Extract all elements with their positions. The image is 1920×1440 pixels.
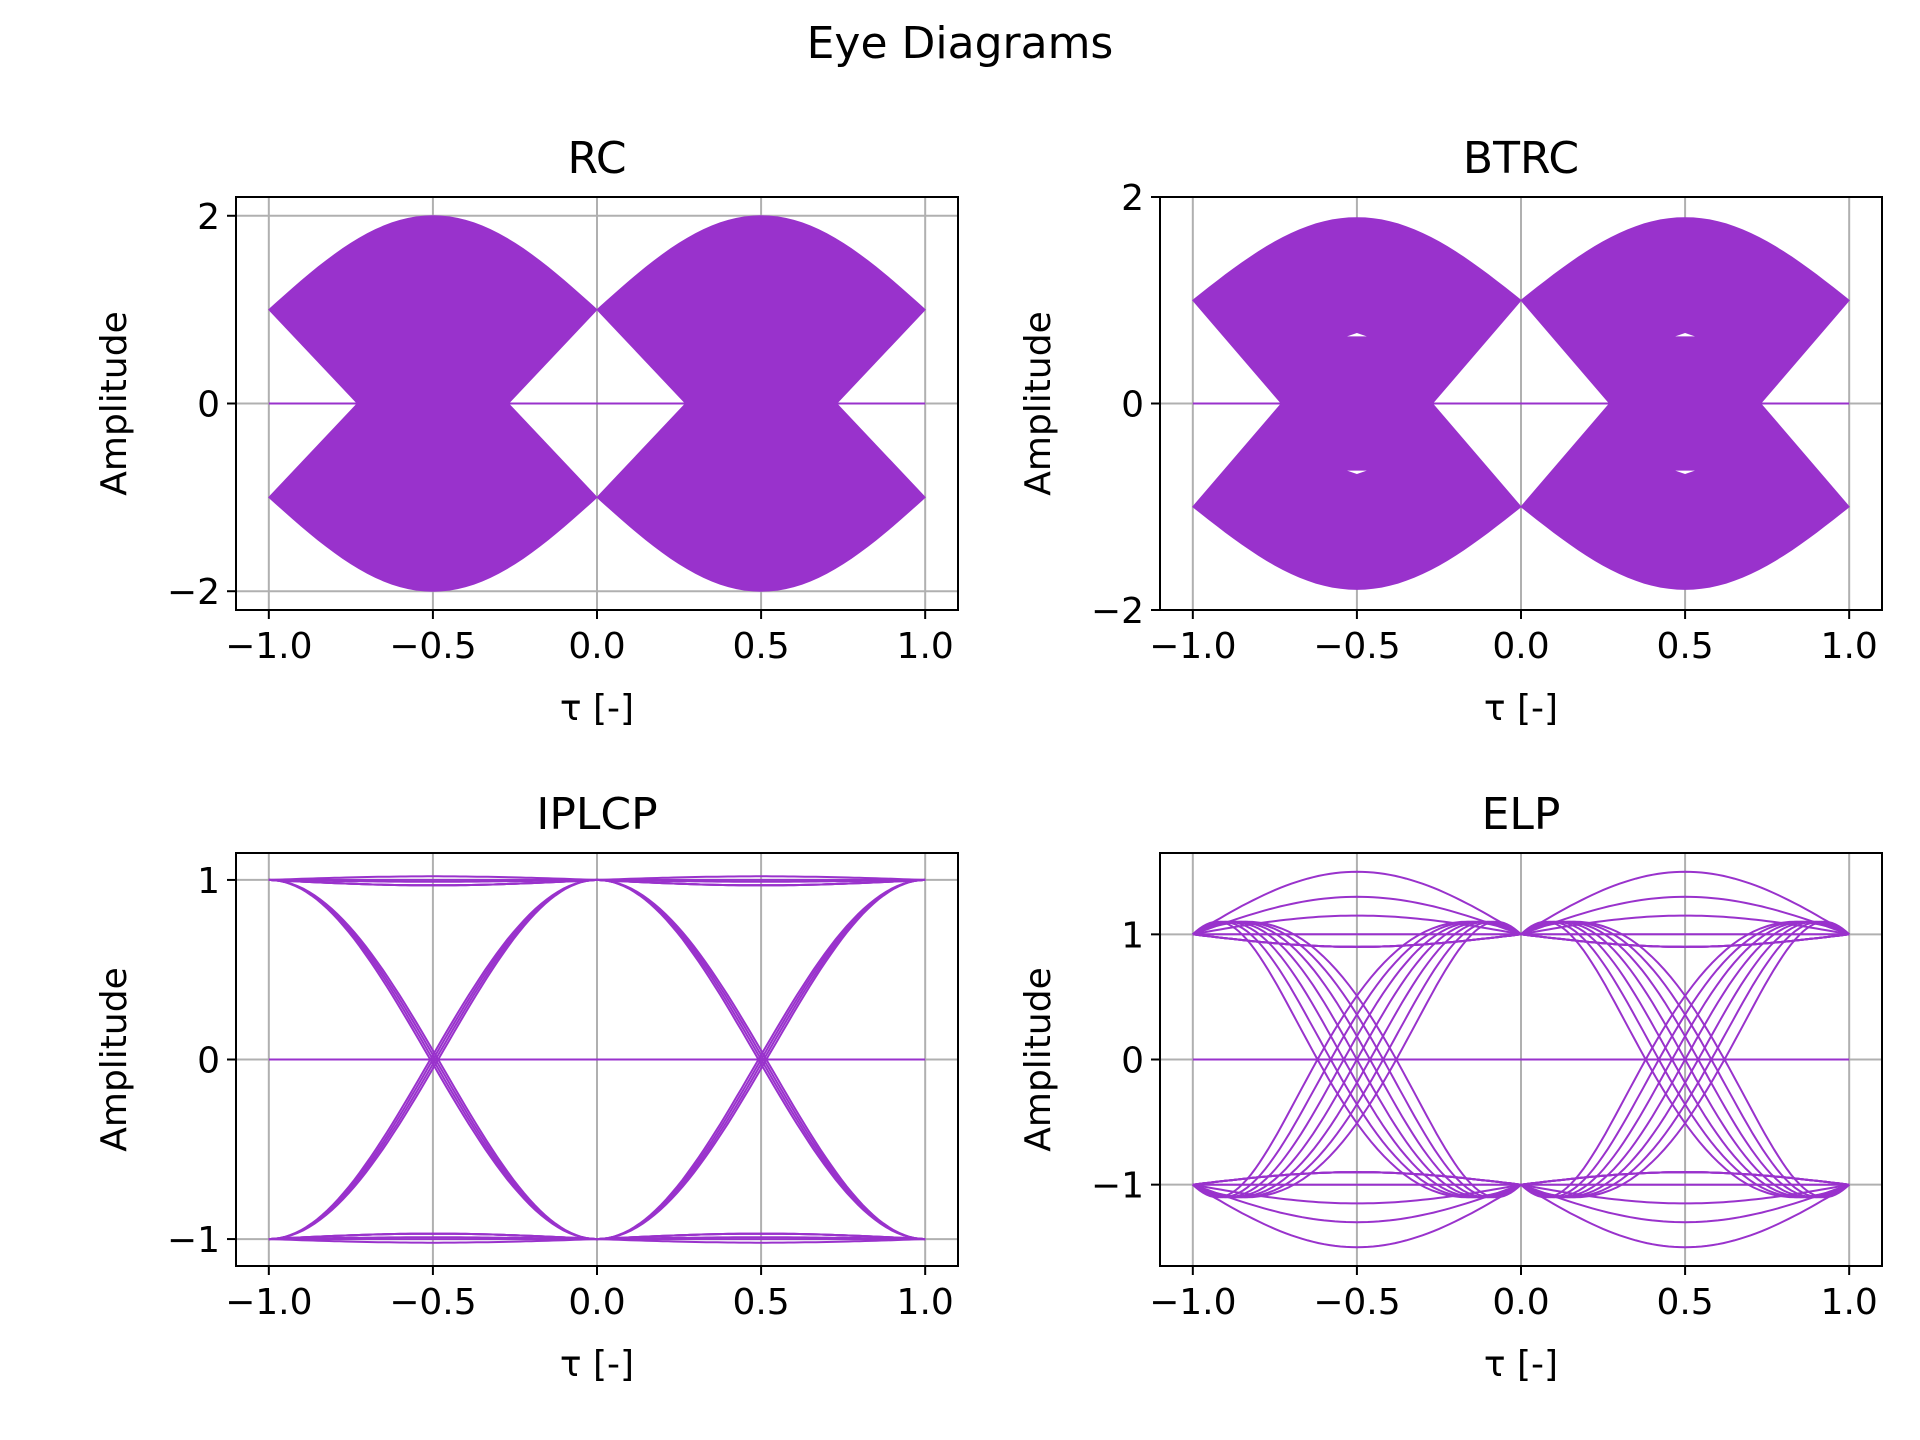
x-tick-label: 1.0	[1821, 1282, 1878, 1323]
y-tick-label: −2	[1091, 591, 1144, 632]
eye-traces	[1192, 217, 1850, 590]
eye-lobe	[268, 403, 598, 592]
x-tick-label: 1.0	[897, 1282, 954, 1323]
eye-gap	[1347, 470, 1367, 474]
y-tick-label: −1	[167, 1220, 220, 1261]
level-trace	[268, 875, 598, 881]
y-tick-label: 0	[1121, 385, 1144, 426]
level-trace	[1520, 1171, 1850, 1186]
figure-title: Eye Diagrams	[806, 18, 1114, 69]
eye-traces	[268, 875, 926, 1244]
subplot-title: ELP	[1482, 789, 1561, 840]
x-tick-label: 1.0	[1821, 626, 1878, 667]
y-tick-label: 1	[1121, 915, 1144, 956]
level-trace	[1520, 895, 1850, 936]
level-trace	[596, 1236, 926, 1241]
level-trace	[1520, 933, 1850, 948]
level-trace	[268, 878, 598, 887]
level-trace	[1192, 870, 1522, 936]
x-tick-label: −0.5	[1313, 1282, 1400, 1323]
subplot-elp: −1.0 −0.5 0.0 0.5 1.0 −1 0 1 ELP τ [-] Amplitude	[1018, 789, 1883, 1385]
y-axis-label: Amplitude	[94, 311, 135, 495]
x-tick-label: −1.0	[225, 1282, 312, 1323]
x-axis-label: τ [-]	[560, 1344, 634, 1385]
level-trace	[1192, 895, 1522, 936]
y-tick-label: 0	[197, 385, 220, 426]
level-trace	[596, 875, 926, 881]
x-axis-label: τ [-]	[1484, 1344, 1558, 1385]
level-trace	[596, 1232, 926, 1241]
y-tick-label: 0	[1121, 1041, 1144, 1082]
level-trace	[1192, 1183, 1522, 1224]
x-tick-label: 0.0	[1492, 626, 1549, 667]
x-tick-label: 0.0	[1492, 1282, 1549, 1323]
level-trace	[1520, 870, 1850, 936]
y-tick-label: 0	[197, 1041, 220, 1082]
level-trace	[268, 1236, 598, 1241]
x-axis-label: τ [-]	[560, 688, 634, 729]
eye-gap	[1675, 470, 1695, 474]
subplot-rc: −1.0 −0.5 0.0 0.5 1.0 −2 0 2 RC τ [-] Amplitude	[94, 133, 959, 729]
level-trace	[268, 1232, 598, 1241]
x-tick-label: 0.5	[1656, 626, 1713, 667]
subplot-btrc: −1.0 −0.5 0.0 0.5 1.0 −2 0 2 BTRC τ [-] Amplitude	[1018, 133, 1883, 729]
level-trace	[1192, 1183, 1522, 1249]
y-tick-label: −2	[167, 572, 220, 613]
eye-traces	[1192, 870, 1850, 1249]
x-tick-label: −1.0	[1149, 1282, 1236, 1323]
level-trace	[596, 878, 926, 887]
level-trace	[268, 878, 598, 883]
x-tick-label: −0.5	[1313, 626, 1400, 667]
y-axis-label: Amplitude	[1018, 967, 1059, 1151]
eye-lobe	[1192, 217, 1522, 404]
x-axis-label: τ [-]	[1484, 688, 1558, 729]
eye-gap	[1347, 333, 1367, 337]
y-tick-label: 2	[1121, 178, 1144, 219]
level-trace	[1192, 1183, 1522, 1205]
y-axis-label: Amplitude	[1018, 311, 1059, 495]
level-trace	[1192, 1171, 1522, 1186]
level-trace	[596, 878, 926, 883]
level-trace	[1192, 914, 1522, 936]
eye-lobe	[596, 403, 926, 592]
level-trace	[596, 1238, 926, 1244]
x-tick-label: 0.0	[568, 626, 625, 667]
subplot-title: IPLCP	[536, 789, 657, 840]
eye-lobe	[1520, 217, 1850, 404]
eye-lobe	[596, 215, 926, 404]
eye-traces	[268, 215, 926, 592]
x-tick-label: 0.5	[732, 1282, 789, 1323]
subplot-title: BTRC	[1463, 133, 1579, 184]
x-tick-label: −1.0	[225, 626, 312, 667]
x-tick-label: 0.5	[732, 626, 789, 667]
level-trace	[1520, 1183, 1850, 1249]
x-tick-label: −0.5	[389, 1282, 476, 1323]
x-tick-label: −0.5	[389, 626, 476, 667]
level-trace	[1520, 914, 1850, 936]
x-tick-label: 1.0	[897, 626, 954, 667]
x-tick-label: −1.0	[1149, 626, 1236, 667]
eye-lobe	[1192, 403, 1522, 590]
x-tick-label: 0.5	[1656, 1282, 1713, 1323]
y-tick-label: 2	[197, 197, 220, 238]
subplot-iplcp: −1.0 −0.5 0.0 0.5 1.0 −1 0 1 IPLCP τ [-] Amplitude	[94, 789, 959, 1385]
x-tick-label: 0.0	[568, 1282, 625, 1323]
eye-gap	[1675, 333, 1695, 337]
y-axis-label: Amplitude	[94, 967, 135, 1151]
y-tick-label: 1	[197, 861, 220, 902]
subplot-title: RC	[567, 133, 626, 184]
eye-lobe	[268, 215, 598, 404]
eye-lobe	[1520, 403, 1850, 590]
level-trace	[1192, 933, 1522, 948]
y-tick-label: −1	[1091, 1166, 1144, 1207]
level-trace	[1520, 1183, 1850, 1205]
level-trace	[1520, 1183, 1850, 1224]
level-trace	[268, 1238, 598, 1244]
